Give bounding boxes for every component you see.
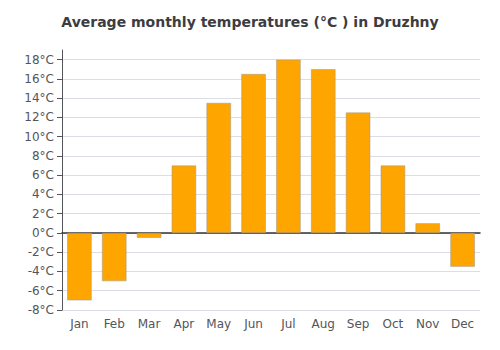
svg-text:Sep: Sep — [347, 317, 370, 331]
svg-text:0°C: 0°C — [32, 226, 54, 240]
svg-text:Jan: Jan — [69, 317, 89, 331]
svg-text:-2°C: -2°C — [28, 245, 54, 259]
svg-text:12°C: 12°C — [24, 110, 54, 124]
svg-text:2°C: 2°C — [32, 207, 54, 221]
svg-text:16°C: 16°C — [24, 72, 54, 86]
svg-text:Apr: Apr — [174, 317, 195, 331]
svg-text:Dec: Dec — [451, 317, 474, 331]
svg-text:10°C: 10°C — [24, 130, 54, 144]
svg-text:Jul: Jul — [280, 317, 295, 331]
svg-text:Oct: Oct — [383, 317, 404, 331]
svg-text:-6°C: -6°C — [28, 284, 54, 298]
svg-text:8°C: 8°C — [32, 149, 54, 163]
svg-text:Nov: Nov — [416, 317, 439, 331]
svg-text:-4°C: -4°C — [28, 264, 54, 278]
svg-text:May: May — [206, 317, 231, 331]
svg-text:Mar: Mar — [138, 317, 161, 331]
svg-text:18°C: 18°C — [24, 53, 54, 67]
svg-text:Average monthly temperatures (: Average monthly temperatures (°C ) in Dr… — [61, 14, 438, 30]
svg-text:4°C: 4°C — [32, 187, 54, 201]
svg-text:14°C: 14°C — [24, 91, 54, 105]
svg-text:Feb: Feb — [104, 317, 125, 331]
svg-text:Aug: Aug — [312, 317, 335, 331]
svg-text:Jun: Jun — [243, 317, 263, 331]
svg-text:-8°C: -8°C — [28, 303, 54, 317]
svg-text:6°C: 6°C — [32, 168, 54, 182]
